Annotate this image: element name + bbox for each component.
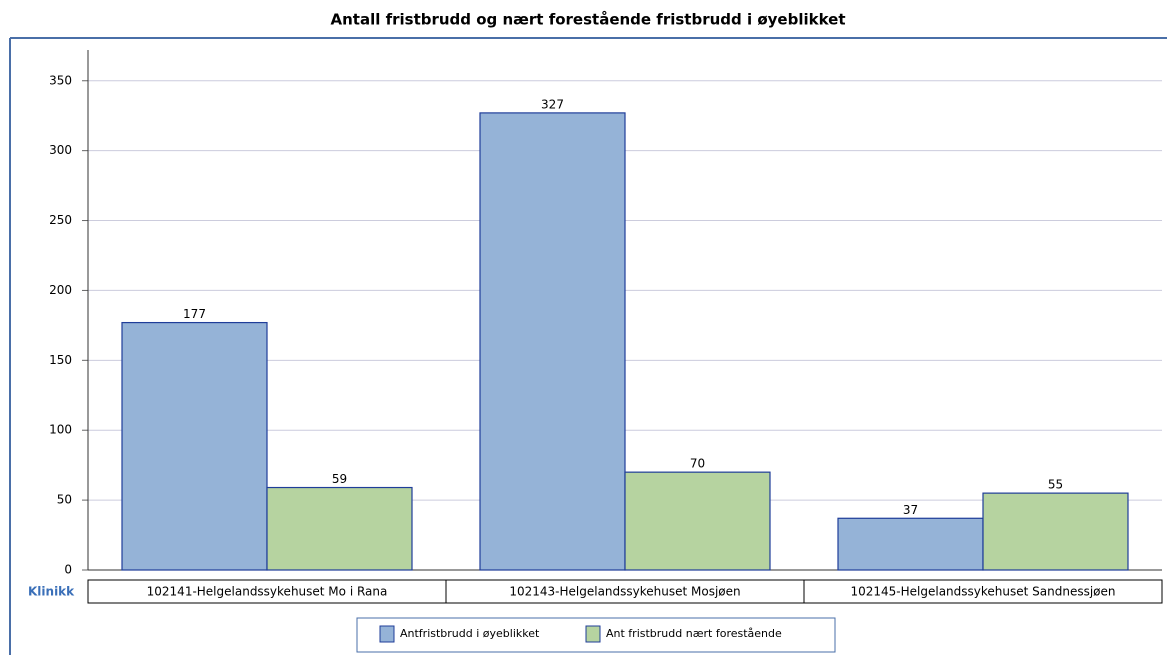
data-label: 55 — [1048, 478, 1063, 492]
y-tick-label: 150 — [49, 353, 72, 367]
y-tick-label: 100 — [49, 423, 72, 437]
bar — [624, 471, 771, 571]
legend-swatch — [379, 625, 395, 643]
bar — [837, 517, 984, 571]
data-label: 177 — [183, 307, 206, 321]
bar — [479, 112, 626, 571]
data-label: 37 — [903, 503, 918, 517]
y-tick-label: 300 — [49, 143, 72, 157]
x-tick-label: 102145-Helgelandssykehuset Sandnessjøen — [850, 585, 1115, 599]
bar — [982, 492, 1129, 571]
legend-swatch — [585, 625, 601, 643]
y-tick-label: 350 — [49, 73, 72, 87]
y-tick-label: 50 — [57, 493, 72, 507]
bar — [266, 486, 413, 571]
data-label: 59 — [332, 472, 347, 486]
x-tick-label: 102143-Helgelandssykehuset Mosjøen — [509, 585, 740, 599]
legend-label: Antfristbrudd i øyeblikket — [400, 627, 540, 640]
x-axis-label: Klinikk — [28, 585, 75, 599]
legend-box — [356, 617, 836, 653]
bar — [121, 321, 268, 571]
y-tick-label: 0 — [64, 563, 72, 577]
legend-label: Ant fristbrudd nært forestående — [606, 627, 782, 640]
y-tick-label: 200 — [49, 283, 72, 297]
data-label: 70 — [690, 457, 705, 471]
chart-title: Antall fristbrudd og nært forestående fr… — [330, 11, 845, 29]
y-tick-label: 250 — [49, 213, 72, 227]
category-box — [803, 579, 1163, 604]
x-tick-label: 102141-Helgelandssykehuset Mo i Rana — [147, 585, 388, 599]
data-label: 327 — [541, 97, 564, 111]
